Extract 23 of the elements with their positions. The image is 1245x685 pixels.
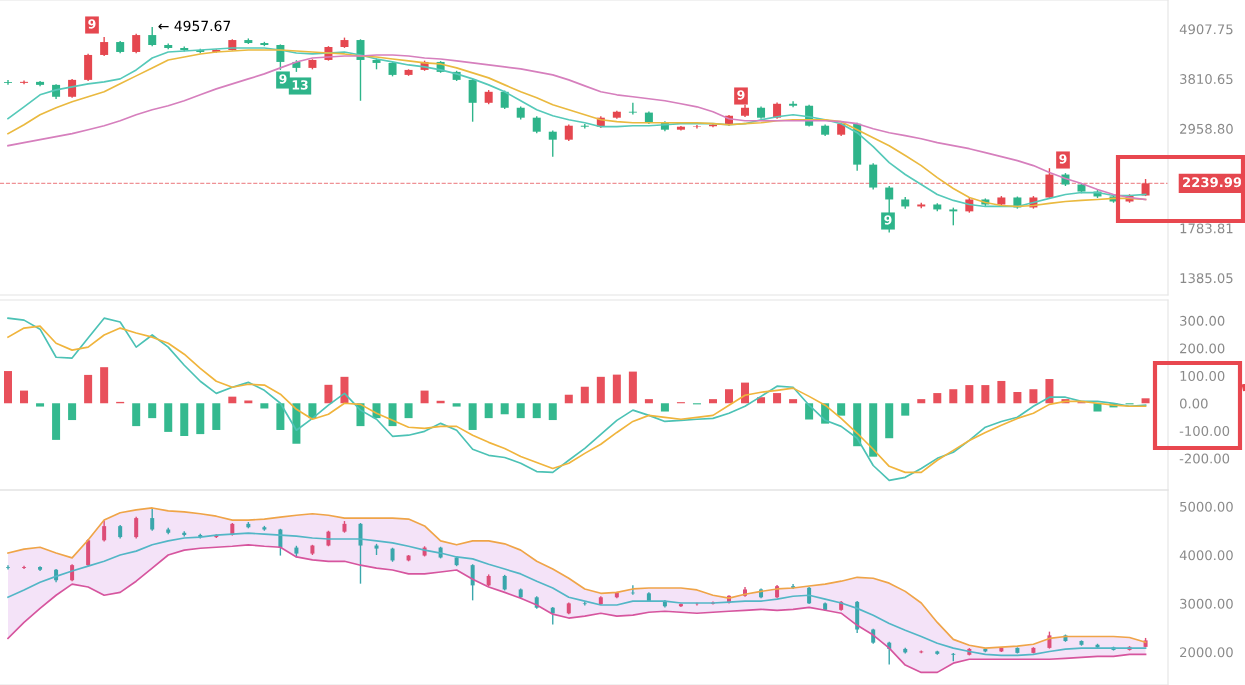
y-tick-label: -100.00 [1179, 426, 1230, 436]
y-tick-label: 2000.00 [1180, 647, 1233, 658]
y-tick-label: 3810.65 [1180, 74, 1233, 85]
y-tick-label: 0.00 [1179, 398, 1208, 409]
y-tick-label: 4000.00 [1179, 550, 1233, 561]
annotation: 9 [737, 90, 745, 100]
ref-line-label: 2239.99 [1183, 177, 1242, 188]
y-tick-label: -200.00 [1179, 453, 1230, 464]
y-tick-label: 5000.00 [1180, 501, 1233, 512]
annotation: 9 [88, 19, 96, 29]
annotation: ← 4957.67 [158, 20, 231, 32]
y-tick-label: 2958.80 [1180, 123, 1233, 134]
y-tick-label: 300.00 [1180, 315, 1225, 326]
annotation: 13 [292, 80, 308, 90]
y-tick-label: 200.00 [1180, 343, 1225, 354]
y-tick-label: 1783.81 [1180, 223, 1233, 234]
annotation: 9 [1059, 154, 1067, 164]
y-tick-label: 100.00 [1180, 370, 1225, 381]
y-tick-label: 3000.00 [1180, 598, 1233, 609]
y-tick-label: 4907.75 [1179, 24, 1233, 35]
annotation: 9 [279, 74, 287, 84]
y-tick-label: 1385.05 [1180, 273, 1233, 284]
annotation: 9 [884, 215, 892, 225]
